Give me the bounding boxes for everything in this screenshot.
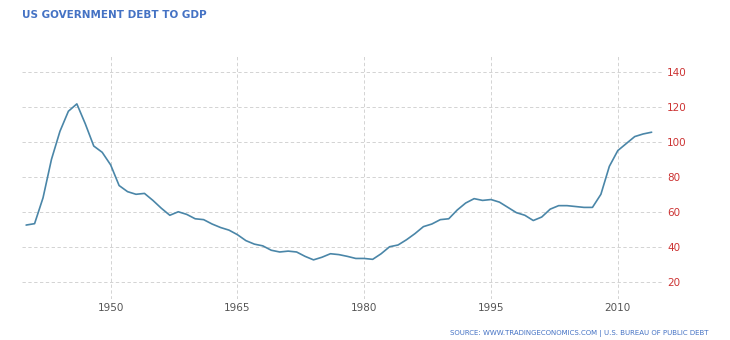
Text: SOURCE: WWW.TRADINGECONOMICS.COM | U.S. BUREAU OF PUBLIC DEBT: SOURCE: WWW.TRADINGECONOMICS.COM | U.S. … xyxy=(450,329,708,337)
Text: US GOVERNMENT DEBT TO GDP: US GOVERNMENT DEBT TO GDP xyxy=(22,10,207,20)
